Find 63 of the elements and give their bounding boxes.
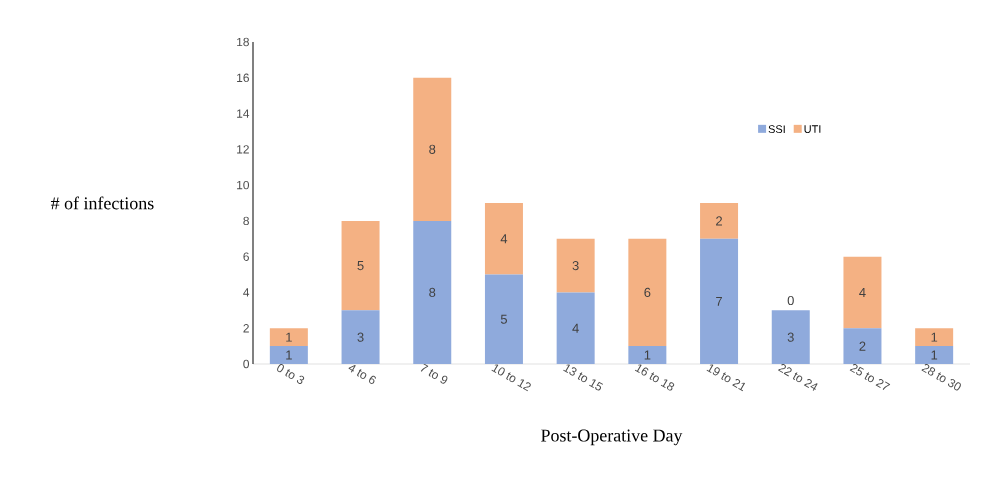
legend-label: SSI	[768, 125, 785, 134]
y-tick-label: 18	[237, 37, 249, 47]
x-tick-label: 10 to 12	[491, 364, 531, 392]
x-tick-label: 13 to 15	[563, 364, 604, 391]
data-label: 2	[859, 341, 866, 351]
data-label: 3	[787, 332, 794, 342]
data-label: 1	[286, 332, 292, 342]
bar	[843, 328, 882, 364]
bar	[843, 256, 882, 329]
data-label: 7	[716, 296, 722, 306]
bar	[915, 328, 954, 347]
x-tick-label: 25 to 27	[849, 364, 891, 390]
bar	[341, 310, 380, 364]
y-tick-label: 8	[243, 216, 249, 226]
bar	[341, 220, 380, 311]
data-label: 1	[931, 350, 938, 360]
x-tick-label: 22 to 24	[777, 364, 818, 391]
data-label: 5	[357, 261, 364, 271]
y-tick-label: 2	[243, 324, 249, 333]
data-label: 1	[931, 332, 938, 342]
legend-label: UTI	[804, 125, 821, 133]
bar	[484, 203, 523, 275]
bar	[700, 203, 739, 239]
data-label: 4	[572, 323, 579, 333]
y-tick-label: 14	[237, 109, 250, 118]
x-tick-label: 16 to 18	[634, 364, 675, 391]
bar	[413, 220, 452, 364]
data-label: 5	[500, 314, 508, 324]
x-tick-label: 7 to 9	[420, 363, 448, 384]
data-label: 8	[429, 144, 436, 154]
data-label: 3	[572, 261, 579, 271]
bar	[628, 238, 667, 347]
bar	[771, 310, 810, 364]
x-axis-title: Post-Operative Day	[541, 429, 683, 446]
data-label: 8	[429, 287, 436, 298]
y-tick-label: 0	[243, 359, 250, 369]
y-tick-label: 4	[243, 288, 250, 297]
y-tick-label: 10	[237, 180, 250, 190]
bar	[700, 238, 739, 364]
x-tick-label: 19 to 21	[706, 364, 746, 392]
y-tick-label: 12	[237, 145, 249, 154]
bar	[413, 77, 452, 221]
data-label: 4	[859, 287, 866, 297]
data-label: 2	[716, 216, 722, 226]
data-label: 1	[286, 350, 292, 360]
data-label: 4	[500, 234, 508, 244]
bar	[556, 238, 595, 293]
x-tick-label: 28 to 30	[921, 364, 961, 391]
bar	[269, 328, 308, 347]
data-label: 0	[787, 295, 794, 306]
y-tick-label: 16	[237, 73, 249, 82]
bar	[556, 292, 595, 364]
x-tick-label: 4 to 6	[348, 364, 376, 384]
data-label: 3	[357, 332, 364, 342]
y-axis-title: # of infections	[50, 196, 154, 210]
bar	[484, 274, 523, 364]
data-label: 1	[644, 350, 651, 360]
bar	[628, 346, 667, 364]
data-label: 6	[644, 287, 651, 298]
bar	[915, 346, 954, 364]
y-tick-label: 6	[243, 252, 249, 261]
bar	[269, 346, 308, 364]
x-tick-label: 0 to 3	[277, 364, 305, 384]
